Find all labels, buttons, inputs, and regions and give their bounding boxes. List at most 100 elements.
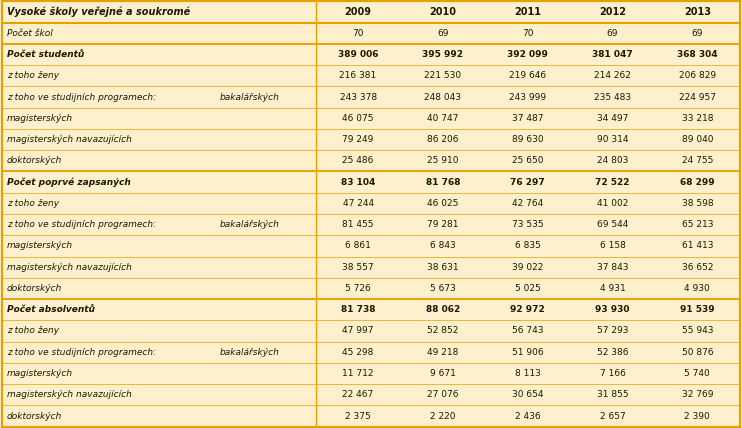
Text: magisterských: magisterských [7, 114, 73, 123]
Text: 76 297: 76 297 [510, 178, 545, 187]
Text: z toho ženy: z toho ženy [7, 71, 59, 80]
Text: 25 910: 25 910 [427, 156, 459, 165]
Text: 81 738: 81 738 [341, 305, 375, 314]
Text: 91 539: 91 539 [680, 305, 715, 314]
Text: 56 743: 56 743 [512, 327, 543, 336]
Text: z toho ve studijních programech:: z toho ve studijních programech: [7, 348, 156, 357]
Text: doktorských: doktorských [7, 156, 62, 165]
Text: 69: 69 [692, 29, 703, 38]
Text: 33 218: 33 218 [682, 114, 713, 123]
Text: 5 025: 5 025 [515, 284, 541, 293]
Text: 30 654: 30 654 [512, 390, 543, 399]
Text: 248 043: 248 043 [424, 92, 462, 101]
Text: 6 861: 6 861 [345, 241, 371, 250]
Text: 50 876: 50 876 [682, 348, 713, 357]
Text: 88 062: 88 062 [426, 305, 460, 314]
Text: 83 104: 83 104 [341, 178, 375, 187]
Text: bakalářských: bakalářských [220, 220, 280, 229]
Text: 25 650: 25 650 [512, 156, 543, 165]
Text: 46 025: 46 025 [427, 199, 459, 208]
Text: 70: 70 [352, 29, 364, 38]
Text: 5 740: 5 740 [684, 369, 710, 378]
Text: 93 930: 93 930 [595, 305, 630, 314]
Text: bakalářských: bakalářských [220, 92, 280, 101]
Text: 89 630: 89 630 [512, 135, 544, 144]
Text: 206 829: 206 829 [679, 71, 716, 80]
Text: doktorských: doktorských [7, 412, 62, 421]
Text: 6 835: 6 835 [515, 241, 541, 250]
Text: Počet škol: Počet škol [7, 29, 53, 38]
Text: 221 530: 221 530 [424, 71, 462, 80]
Text: 32 769: 32 769 [682, 390, 713, 399]
Text: z toho ženy: z toho ženy [7, 327, 59, 336]
Text: 52 852: 52 852 [427, 327, 459, 336]
Text: 81 455: 81 455 [342, 220, 374, 229]
Text: 69: 69 [607, 29, 618, 38]
Text: 41 002: 41 002 [597, 199, 628, 208]
Text: 52 386: 52 386 [597, 348, 628, 357]
Text: 235 483: 235 483 [594, 92, 631, 101]
Text: magisterských: magisterských [7, 241, 73, 250]
Text: bakalářských: bakalářských [220, 348, 280, 357]
Text: 5 673: 5 673 [430, 284, 456, 293]
Text: 4 930: 4 930 [684, 284, 710, 293]
Text: 243 378: 243 378 [340, 92, 377, 101]
Text: 2009: 2009 [344, 7, 372, 17]
Text: 40 747: 40 747 [427, 114, 459, 123]
Text: 22 467: 22 467 [343, 390, 374, 399]
Text: 2 390: 2 390 [684, 412, 710, 421]
Text: 37 843: 37 843 [597, 263, 628, 272]
Text: 2 436: 2 436 [515, 412, 540, 421]
Text: 219 646: 219 646 [509, 71, 546, 80]
Text: 46 075: 46 075 [342, 114, 374, 123]
Text: 45 298: 45 298 [342, 348, 374, 357]
Text: 243 999: 243 999 [509, 92, 546, 101]
Text: 27 076: 27 076 [427, 390, 459, 399]
Text: 72 522: 72 522 [595, 178, 630, 187]
Text: 389 006: 389 006 [338, 50, 378, 59]
Text: 24 803: 24 803 [597, 156, 628, 165]
Text: 5 726: 5 726 [345, 284, 371, 293]
Text: 81 768: 81 768 [426, 178, 460, 187]
Text: 38 598: 38 598 [682, 199, 713, 208]
Text: 79 281: 79 281 [427, 220, 459, 229]
Text: 8 113: 8 113 [515, 369, 541, 378]
Text: 6 843: 6 843 [430, 241, 456, 250]
Text: 47 997: 47 997 [342, 327, 374, 336]
Text: 51 906: 51 906 [512, 348, 544, 357]
Text: 37 487: 37 487 [512, 114, 543, 123]
Text: z toho ženy: z toho ženy [7, 199, 59, 208]
Text: 395 992: 395 992 [422, 50, 464, 59]
Text: magisterských: magisterských [7, 369, 73, 378]
Text: 216 381: 216 381 [340, 71, 377, 80]
Text: 2013: 2013 [684, 7, 711, 17]
Text: 392 099: 392 099 [508, 50, 548, 59]
Text: 381 047: 381 047 [592, 50, 633, 59]
Text: 2011: 2011 [514, 7, 541, 17]
Text: magisterských navazujících: magisterských navazujících [7, 390, 131, 399]
Text: 38 631: 38 631 [427, 263, 459, 272]
Text: 92 972: 92 972 [510, 305, 545, 314]
Text: 90 314: 90 314 [597, 135, 628, 144]
Text: 73 535: 73 535 [512, 220, 544, 229]
Text: 79 249: 79 249 [342, 135, 374, 144]
Text: Vysoké školy veřejné a soukromé: Vysoké školy veřejné a soukromé [7, 7, 190, 17]
Text: Počet studentů: Počet studentů [7, 50, 84, 59]
Text: 70: 70 [522, 29, 533, 38]
Text: 2 657: 2 657 [600, 412, 626, 421]
Text: 24 755: 24 755 [682, 156, 713, 165]
Text: 49 218: 49 218 [427, 348, 459, 357]
Text: 61 413: 61 413 [682, 241, 713, 250]
Text: 68 299: 68 299 [680, 178, 715, 187]
Text: 2012: 2012 [599, 7, 626, 17]
Text: 57 293: 57 293 [597, 327, 628, 336]
Text: 86 206: 86 206 [427, 135, 459, 144]
Text: 89 040: 89 040 [682, 135, 713, 144]
Text: 69 544: 69 544 [597, 220, 628, 229]
Text: 47 244: 47 244 [343, 199, 374, 208]
Text: Počet absolventů: Počet absolventů [7, 305, 94, 314]
Text: z toho ve studijních programech:: z toho ve studijních programech: [7, 220, 156, 229]
Text: doktorských: doktorských [7, 284, 62, 293]
Text: 7 166: 7 166 [600, 369, 626, 378]
Text: 65 213: 65 213 [682, 220, 713, 229]
